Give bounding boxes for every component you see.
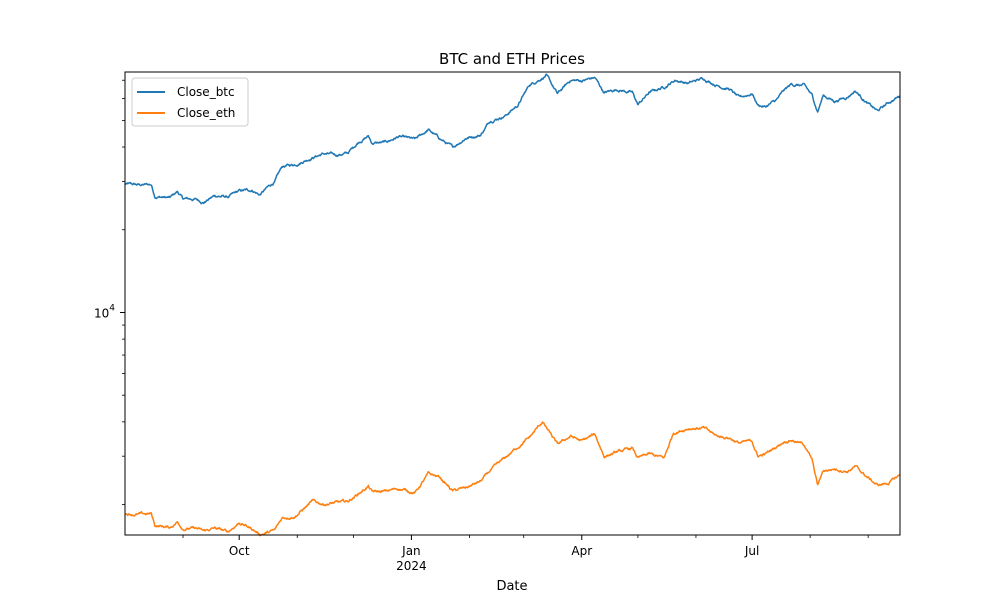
series-line-close-eth	[124, 421, 901, 537]
y-axis: 104	[94, 79, 125, 505]
y-tick-label-base: 10	[94, 306, 109, 320]
legend-label: Close_eth	[177, 106, 235, 120]
y-tick-label: 104	[94, 303, 115, 320]
legend-items: Close_btc Close_eth	[137, 85, 235, 120]
x-axis-label: Date	[496, 579, 527, 594]
x-tick-label: Jan	[401, 544, 421, 558]
chart-title: BTC and ETH Prices	[439, 50, 585, 68]
series-line-close-btc	[124, 73, 901, 205]
plot-area	[124, 71, 901, 537]
x-tick-label: Oct	[229, 544, 250, 558]
legend: Close_btc Close_eth	[131, 77, 249, 127]
x-tick-label: Jul	[744, 544, 759, 558]
x-tick-label: Apr	[571, 544, 592, 558]
y-tick-label-exponent: 4	[109, 303, 115, 313]
legend-label: Close_btc	[177, 85, 235, 99]
axes-frame	[124, 71, 901, 536]
series-layer	[124, 73, 901, 537]
x-tick-sublabel: 2024	[396, 559, 427, 573]
